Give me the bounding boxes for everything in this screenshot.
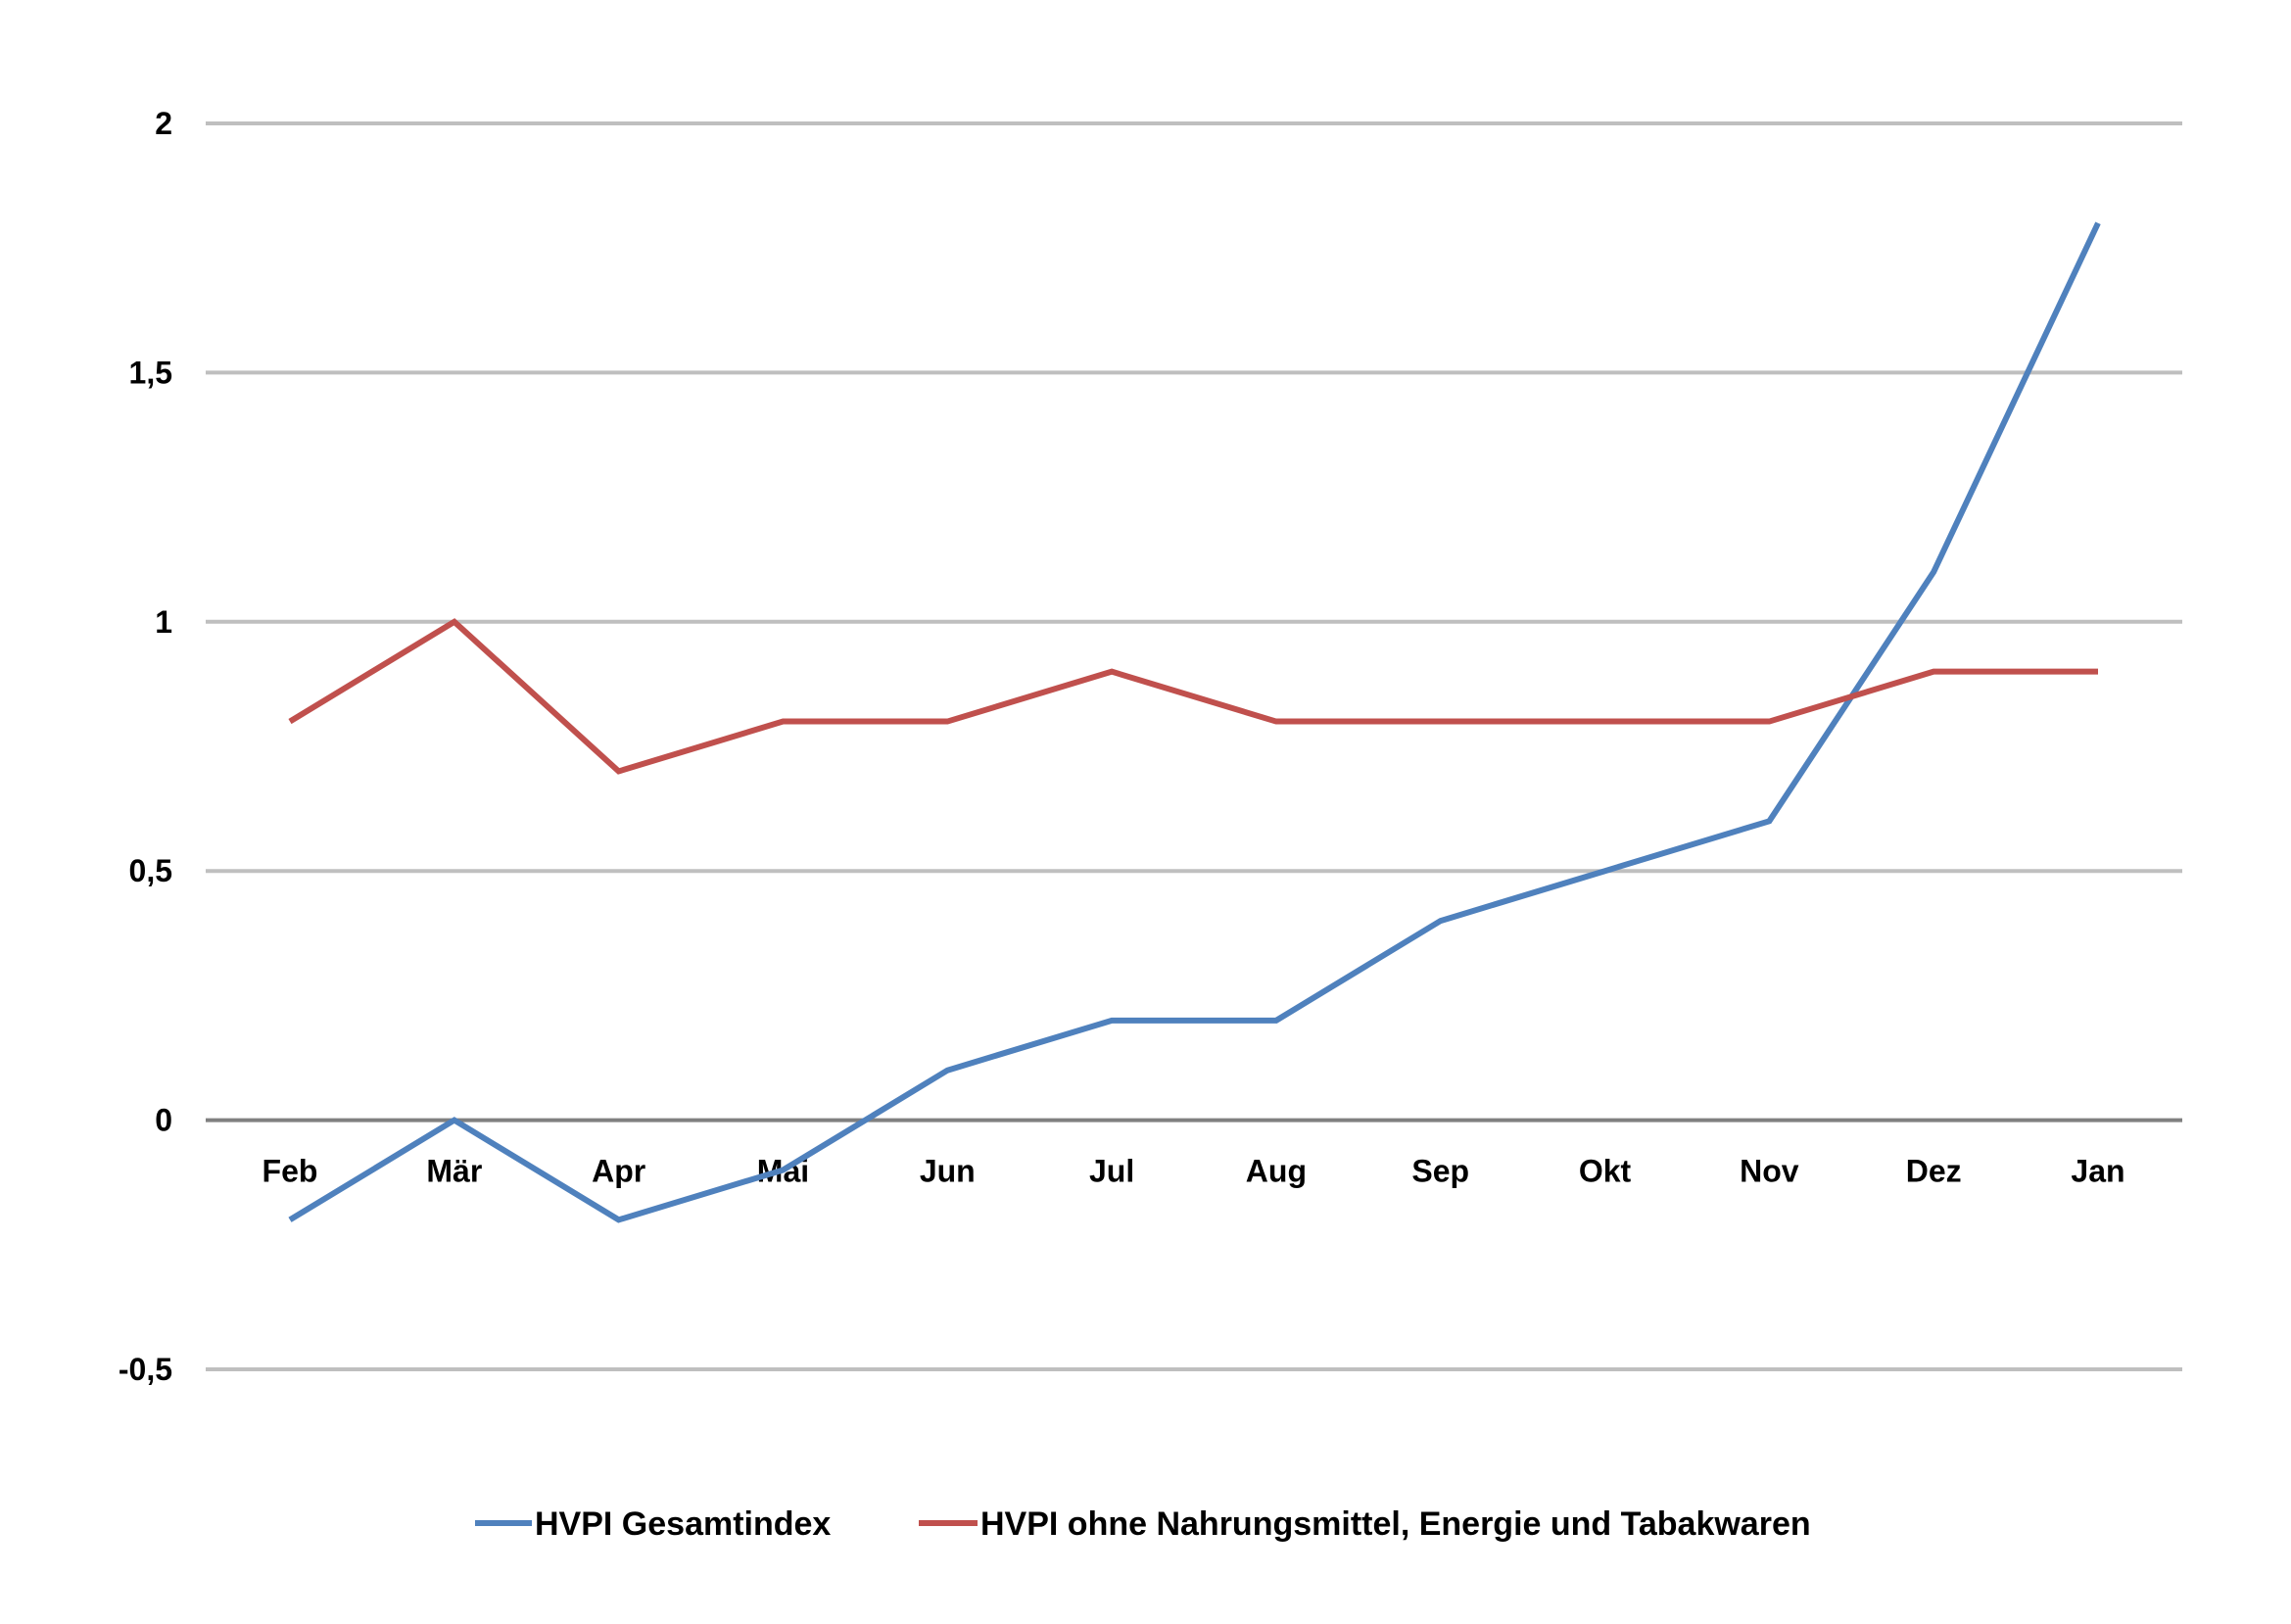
data-point bbox=[1275, 721, 1277, 723]
data-point bbox=[1933, 571, 1934, 573]
x-tick-label: Jun bbox=[920, 1154, 976, 1189]
data-point bbox=[1111, 1020, 1113, 1022]
y-tick-label: 1 bbox=[155, 604, 172, 640]
data-point bbox=[946, 721, 948, 723]
data-point bbox=[1768, 721, 1770, 723]
data-point bbox=[782, 721, 784, 723]
data-point bbox=[1440, 721, 1442, 723]
data-point bbox=[782, 1169, 784, 1170]
data-point bbox=[1768, 820, 1770, 822]
series-line-2 bbox=[288, 618, 2098, 775]
y-tick-label: 2 bbox=[155, 106, 172, 141]
x-tick-label: Mär bbox=[426, 1154, 482, 1189]
x-tick-label: Okt bbox=[1579, 1154, 1632, 1189]
y-tick-label: 1,5 bbox=[129, 355, 172, 390]
data-point bbox=[1604, 870, 1606, 872]
data-point bbox=[2097, 222, 2099, 224]
y-tick-label: 0,5 bbox=[129, 853, 172, 888]
y-tick-label: 0 bbox=[155, 1103, 172, 1138]
data-point bbox=[289, 721, 291, 723]
data-point bbox=[1275, 1020, 1277, 1022]
x-tick-label: Feb bbox=[263, 1154, 318, 1189]
x-tick-label: Sep bbox=[1411, 1154, 1469, 1189]
legend-item: HVPI Gesamtindex bbox=[475, 1505, 831, 1543]
x-tick-label: Aug bbox=[1246, 1154, 1307, 1189]
data-point bbox=[453, 621, 455, 623]
data-point bbox=[1440, 920, 1442, 922]
x-tick-label: Apr bbox=[592, 1154, 645, 1189]
x-axis-ticks: Feb Mär Apr Mai Jun Jul Aug Sep Okt Nov Dez Jan bbox=[263, 1154, 2125, 1189]
y-axis-ticks: -0,5 0 0,5 1 1,5 2 bbox=[119, 106, 172, 1387]
x-tick-label: Jul bbox=[1089, 1154, 1134, 1189]
y-tick-label: -0,5 bbox=[119, 1352, 172, 1387]
data-point bbox=[289, 1218, 291, 1220]
data-point bbox=[618, 770, 620, 772]
data-point bbox=[618, 1218, 620, 1220]
data-point bbox=[453, 1120, 455, 1122]
legend-label: HVPI Gesamtindex bbox=[535, 1505, 831, 1543]
data-point bbox=[946, 1070, 948, 1072]
series-line-1 bbox=[288, 221, 2101, 1223]
data-point bbox=[1111, 671, 1113, 673]
data-point bbox=[2097, 671, 2099, 673]
legend-item: HVPI ohne Nahrungsmittel, Energie und Ta… bbox=[919, 1505, 1811, 1543]
x-tick-label: Jan bbox=[2071, 1154, 2124, 1189]
data-point bbox=[1604, 721, 1606, 723]
x-tick-label: Dez bbox=[1906, 1154, 1962, 1189]
x-tick-label: Nov bbox=[1740, 1154, 1799, 1189]
gridlines bbox=[206, 121, 2182, 1371]
data-point bbox=[1933, 671, 1934, 673]
legend-label: HVPI ohne Nahrungsmittel, Energie und Ta… bbox=[980, 1505, 1811, 1543]
series-lines bbox=[288, 221, 2101, 1223]
legend: HVPI Gesamtindex HVPI ohne Nahrungsmittel… bbox=[475, 1505, 1811, 1543]
